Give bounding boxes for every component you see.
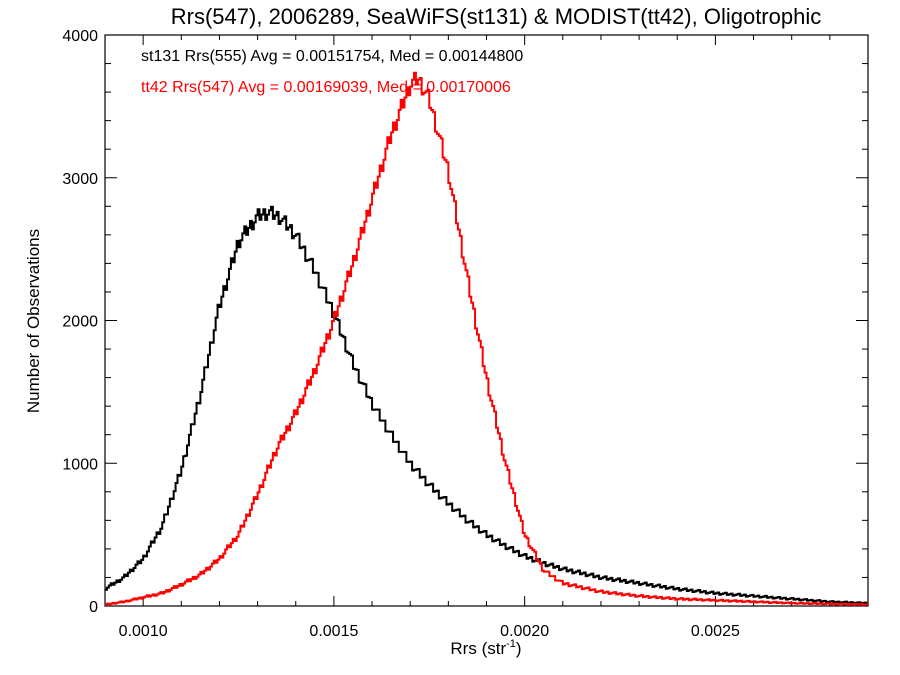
x-axis-label-main: Rrs (str bbox=[450, 639, 506, 658]
series-line-st131 bbox=[105, 205, 868, 605]
legend-entry-st131: st131 Rrs(555) Avg = 0.00151754, Med = 0… bbox=[141, 48, 523, 65]
x-axis-label-superscript: -1 bbox=[506, 638, 516, 650]
legend-entry-tt42: tt42 Rrs(547) Avg = 0.00169039, Med = 0.… bbox=[141, 79, 511, 96]
plot-frame bbox=[104, 34, 869, 607]
y-tick-label: 2000 bbox=[62, 314, 98, 331]
y-axis-ticks: 0 1000 2000 3000 4000 bbox=[62, 28, 868, 616]
y-axis-label: Number of Observations bbox=[24, 229, 43, 413]
x-axis-ticks: 0.0010 0.0015 0.0020 0.0025 bbox=[104, 35, 869, 640]
x-tick-label: 0.0025 bbox=[691, 623, 740, 640]
series-line-tt42 bbox=[105, 71, 868, 606]
legend: st131 Rrs(555) Avg = 0.00151754, Med = 0… bbox=[141, 48, 523, 96]
x-axis-label: Rrs (str-1) bbox=[450, 638, 521, 658]
y-tick-label: 3000 bbox=[62, 171, 98, 188]
y-tick-label: 4000 bbox=[62, 28, 98, 45]
y-tick-label: 1000 bbox=[62, 456, 98, 473]
x-tick-label: 0.0020 bbox=[500, 623, 549, 640]
plot-border bbox=[104, 34, 869, 607]
x-axis-label-end: ) bbox=[516, 639, 522, 658]
series-layer bbox=[105, 71, 868, 606]
chart-title: Rrs(547), 2006289, SeaWiFS(st131) & MODI… bbox=[171, 4, 821, 29]
y-tick-label: 0 bbox=[89, 599, 98, 616]
x-tick-label: 0.0010 bbox=[119, 623, 168, 640]
x-tick-label: 0.0015 bbox=[309, 623, 358, 640]
